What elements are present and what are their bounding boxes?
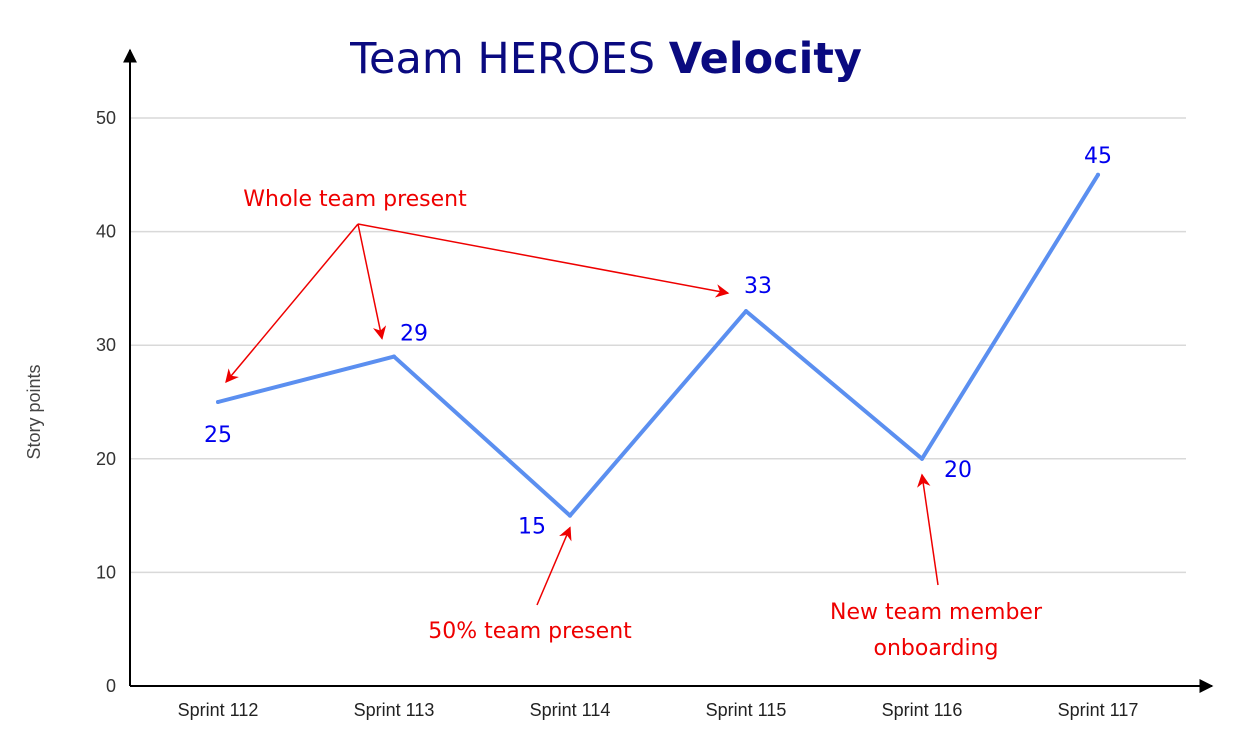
annotations: Whole team present 50% team present New te…: [225, 187, 1043, 661]
data-point: [216, 400, 220, 404]
data-label: 15: [518, 515, 546, 540]
series: [216, 172, 1100, 518]
series-line: [216, 172, 1100, 518]
annotation-arrow: [357, 223, 387, 340]
y-ticks: 0 10 20 30 40 50: [96, 108, 116, 696]
annotation-text: Whole team present: [243, 187, 467, 212]
y-tick-label: 20: [96, 449, 116, 469]
x-tick-label: Sprint 113: [354, 700, 435, 720]
x-tick-label: Sprint 112: [178, 700, 259, 720]
data-point: [1096, 172, 1100, 177]
data-point: [920, 456, 924, 461]
annotation-text: 50% team present: [428, 619, 632, 644]
y-tick-label: 40: [96, 222, 116, 242]
y-tick-label: 50: [96, 108, 116, 128]
data-labels: 25 29 15 33 20 45: [204, 144, 1112, 540]
x-tick-label: Sprint 116: [882, 700, 963, 720]
annotation-text: New team member: [830, 600, 1043, 625]
y-tick-label: 0: [106, 676, 116, 696]
annotation-arrow: [917, 473, 939, 586]
data-point: [568, 513, 572, 518]
data-label: 29: [400, 322, 428, 347]
data-label: 33: [744, 274, 772, 299]
gridlines: [130, 117, 1186, 574]
x-ticks: Sprint 112 Sprint 113 Sprint 114 Sprint 115…: [178, 700, 1139, 720]
x-tick-label: Sprint 115: [706, 700, 787, 720]
chart-title-bold: Velocity: [669, 34, 862, 84]
data-label: 20: [944, 458, 972, 483]
data-label: 45: [1084, 144, 1112, 169]
y-tick-label: 30: [96, 335, 116, 355]
annotation-text: onboarding: [874, 636, 999, 661]
annotation-arrow: [357, 223, 730, 298]
y-axis-label: Story points: [24, 364, 44, 459]
chart-title: Team HEROES Velocity: [349, 34, 862, 84]
annotation-arrow: [536, 526, 572, 606]
data-point: [744, 309, 748, 314]
annotation-arrow: [225, 223, 359, 384]
data-point: [392, 354, 396, 359]
data-label: 25: [204, 423, 232, 448]
x-tick-label: Sprint 114: [530, 700, 611, 720]
axes: [123, 48, 1214, 693]
x-tick-label: Sprint 117: [1058, 700, 1139, 720]
y-tick-label: 10: [96, 562, 116, 582]
chart-title-regular: Team HEROES: [349, 34, 669, 84]
